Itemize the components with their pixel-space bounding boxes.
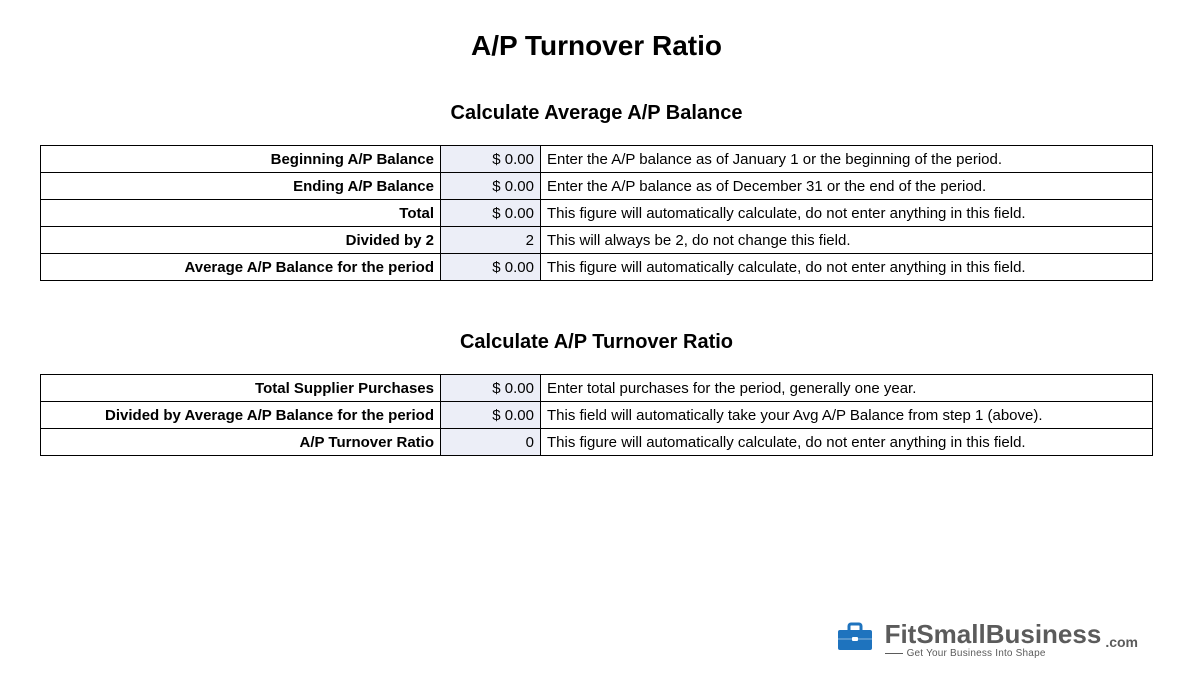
logo-brand-com: .com	[1105, 635, 1138, 649]
table-row: Average A/P Balance for the period $ 0.0…	[41, 254, 1153, 281]
table-row: Beginning A/P Balance $ 0.00 Enter the A…	[41, 146, 1153, 173]
logo-text: FitSmallBusiness .com Get Your Business …	[885, 621, 1138, 659]
table-row: Total Supplier Purchases $ 0.00 Enter to…	[41, 375, 1153, 402]
row-value: $ 0.00	[441, 402, 541, 429]
table-row: A/P Turnover Ratio 0 This figure will au…	[41, 429, 1153, 456]
table-average-ap: Beginning A/P Balance $ 0.00 Enter the A…	[40, 145, 1153, 281]
row-desc: This figure will automatically calculate…	[541, 200, 1153, 227]
row-desc: Enter total purchases for the period, ge…	[541, 375, 1153, 402]
row-label: Divided by 2	[41, 227, 441, 254]
table-row: Divided by Average A/P Balance for the p…	[41, 402, 1153, 429]
row-value: $ 0.00	[441, 254, 541, 281]
section-average-ap: Calculate Average A/P Balance Beginning …	[40, 102, 1153, 281]
row-desc: This field will automatically take your …	[541, 402, 1153, 429]
row-value: $ 0.00	[441, 200, 541, 227]
row-value: $ 0.00	[441, 146, 541, 173]
section1-heading: Calculate Average A/P Balance	[40, 102, 1153, 125]
row-desc: This will always be 2, do not change thi…	[541, 227, 1153, 254]
row-value: 0	[441, 429, 541, 456]
logo: FitSmallBusiness .com Get Your Business …	[835, 620, 1138, 659]
logo-brand-fit: Fit	[885, 621, 917, 647]
row-label: Beginning A/P Balance	[41, 146, 441, 173]
section2-heading: Calculate A/P Turnover Ratio	[40, 331, 1153, 354]
row-label: Total	[41, 200, 441, 227]
table-row: Ending A/P Balance $ 0.00 Enter the A/P …	[41, 173, 1153, 200]
row-value: 2	[441, 227, 541, 254]
table-turnover-ratio: Total Supplier Purchases $ 0.00 Enter to…	[40, 374, 1153, 456]
briefcase-icon	[835, 620, 875, 659]
row-label: Total Supplier Purchases	[41, 375, 441, 402]
row-desc: Enter the A/P balance as of January 1 or…	[541, 146, 1153, 173]
logo-brand-rest: SmallBusiness	[916, 621, 1101, 647]
section-turnover-ratio: Calculate A/P Turnover Ratio Total Suppl…	[40, 331, 1153, 456]
page-title: A/P Turnover Ratio	[40, 30, 1153, 62]
row-desc: This figure will automatically calculate…	[541, 429, 1153, 456]
row-label: A/P Turnover Ratio	[41, 429, 441, 456]
row-label: Average A/P Balance for the period	[41, 254, 441, 281]
table-row: Divided by 2 2 This will always be 2, do…	[41, 227, 1153, 254]
row-desc: Enter the A/P balance as of December 31 …	[541, 173, 1153, 200]
table-row: Total $ 0.00 This figure will automatica…	[41, 200, 1153, 227]
row-value: $ 0.00	[441, 375, 541, 402]
row-value: $ 0.00	[441, 173, 541, 200]
logo-tagline: Get Your Business Into Shape	[885, 649, 1138, 659]
row-label: Divided by Average A/P Balance for the p…	[41, 402, 441, 429]
row-desc: This figure will automatically calculate…	[541, 254, 1153, 281]
row-label: Ending A/P Balance	[41, 173, 441, 200]
logo-brand: FitSmallBusiness .com	[885, 621, 1138, 647]
document-page: A/P Turnover Ratio Calculate Average A/P…	[0, 0, 1193, 694]
